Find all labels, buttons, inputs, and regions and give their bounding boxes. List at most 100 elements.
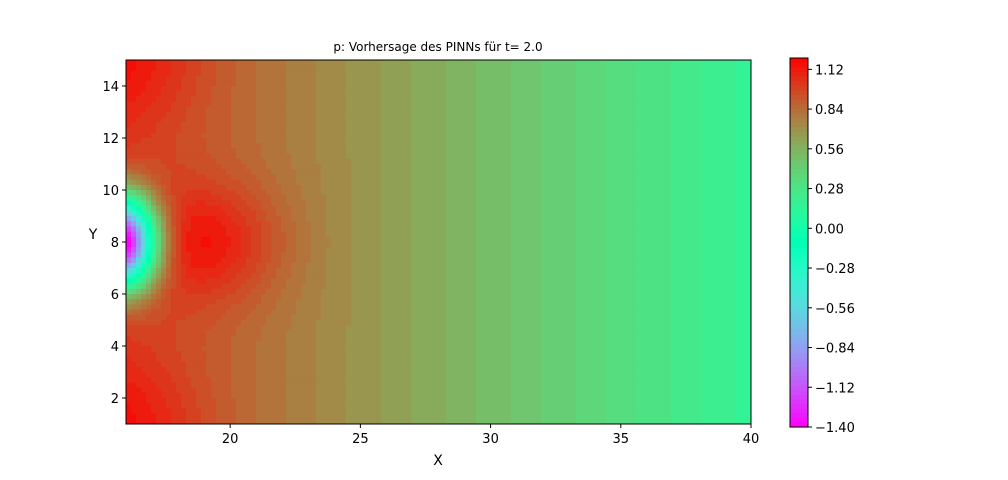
field-cell (451, 351, 457, 357)
field-cell (376, 200, 382, 207)
field-cell (171, 346, 177, 352)
field-cell (126, 403, 132, 409)
field-cell (351, 112, 357, 118)
field-cell (126, 273, 132, 279)
field-cell (436, 231, 442, 238)
field-cell (246, 153, 252, 160)
field-cell (266, 408, 272, 415)
field-cell (471, 413, 477, 420)
field-cell (256, 387, 262, 394)
field-cell (216, 382, 222, 389)
field-cell (196, 75, 202, 82)
field-cell (161, 122, 167, 129)
field-cell (446, 242, 452, 248)
field-cell (266, 314, 272, 321)
field-cell (221, 164, 227, 170)
field-cell (196, 366, 202, 373)
field-cell (226, 184, 232, 191)
field-cell (146, 101, 152, 108)
field-cell (451, 382, 457, 389)
field-cell (151, 164, 157, 170)
field-cell (356, 304, 362, 311)
field-cell (436, 143, 442, 149)
field-cell (201, 320, 207, 326)
field-cell (406, 122, 412, 129)
field-cell (271, 382, 277, 389)
field-cell (476, 153, 482, 160)
field-cell (296, 200, 302, 207)
field-cell (336, 127, 342, 134)
field-cell (156, 174, 162, 181)
field-cell (236, 335, 242, 342)
field-cell (406, 210, 412, 217)
field-cell (141, 86, 147, 92)
field-cell (256, 304, 262, 311)
field-cell (351, 179, 357, 186)
field-cell (421, 257, 427, 264)
field-cell (326, 190, 332, 196)
field-cell (296, 366, 302, 373)
field-cell (171, 117, 177, 123)
field-cell (261, 294, 267, 300)
field-cell (381, 132, 387, 139)
field-cell (396, 377, 402, 383)
field-cell (466, 403, 472, 409)
field-cell (356, 106, 362, 113)
field-cell (446, 96, 452, 103)
field-cell (336, 226, 342, 233)
field-cell (436, 60, 442, 66)
field-cell (466, 356, 472, 363)
field-cell (441, 117, 447, 123)
field-cell (176, 278, 182, 285)
field-cell (236, 252, 242, 259)
field-cell (461, 304, 467, 311)
field-cell (126, 392, 132, 399)
field-cell (171, 101, 177, 108)
field-cell (166, 70, 172, 77)
field-cell (176, 288, 182, 295)
field-cell (451, 70, 457, 77)
field-cell (266, 283, 272, 290)
field-cell (191, 403, 197, 409)
field-cell (316, 195, 322, 201)
field-cell (451, 221, 457, 227)
field-cell (321, 340, 327, 347)
field-cell (246, 221, 252, 227)
field-cell (256, 242, 262, 248)
field-cell (366, 335, 372, 342)
field-cell (201, 361, 207, 368)
field-cell (206, 127, 212, 134)
field-cell (156, 288, 162, 295)
field-cell (436, 70, 442, 77)
field-cell (416, 101, 422, 108)
field-cell (161, 190, 167, 196)
field-cell (146, 387, 152, 394)
field-cell (191, 101, 197, 108)
field-cell (406, 335, 412, 342)
field-cell (296, 361, 302, 368)
field-cell (341, 65, 347, 71)
field-cell (276, 418, 282, 424)
field-cell (436, 387, 442, 394)
field-cell (436, 169, 442, 175)
field-cell (231, 283, 237, 290)
field-cell (276, 346, 282, 352)
field-cell (186, 231, 192, 238)
field-cell (311, 288, 317, 295)
field-cell (261, 91, 267, 97)
field-cell (351, 65, 357, 71)
field-cell (281, 392, 287, 399)
field-cell (201, 169, 207, 175)
field-cell (286, 65, 292, 71)
field-cell (241, 247, 247, 253)
field-cell (261, 366, 267, 373)
field-cell (146, 278, 152, 285)
field-cell (146, 216, 152, 222)
field-cell (241, 158, 247, 165)
field-cell (131, 262, 137, 269)
field-cell (451, 262, 457, 269)
field-cell (211, 164, 217, 170)
field-cell (401, 356, 407, 363)
field-cell (391, 247, 397, 253)
field-cell (481, 106, 487, 113)
